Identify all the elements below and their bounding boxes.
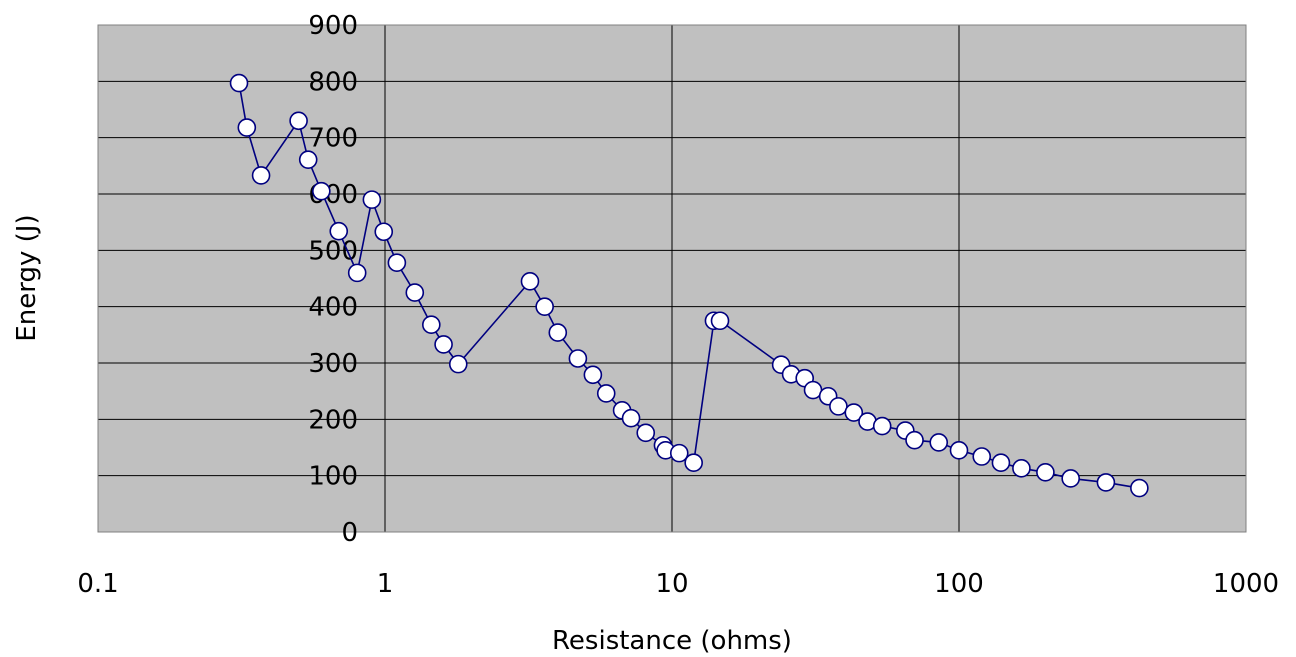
data-point bbox=[844, 403, 864, 422]
data-point bbox=[289, 111, 308, 131]
data-point bbox=[434, 335, 453, 354]
x-axis-tick-labels: 0.1 1 10 100 1000 bbox=[77, 569, 1279, 599]
data-point bbox=[949, 441, 969, 460]
data-point bbox=[229, 73, 249, 93]
data-point bbox=[1012, 459, 1031, 478]
data-point bbox=[535, 297, 554, 316]
data-point bbox=[710, 311, 730, 331]
data-point bbox=[929, 433, 949, 452]
x-tick-label: 1 bbox=[377, 569, 394, 599]
x-tick-label: 0.1 bbox=[77, 569, 118, 599]
y-tick-label: 100 bbox=[308, 462, 358, 492]
data-point bbox=[520, 272, 540, 291]
data-point bbox=[972, 447, 992, 466]
y-tick-label: 400 bbox=[308, 293, 358, 323]
y-tick-label: 0 bbox=[341, 518, 358, 548]
data-point bbox=[872, 416, 892, 436]
data-point bbox=[237, 118, 257, 137]
data-point bbox=[312, 181, 331, 201]
data-point bbox=[829, 397, 848, 416]
data-point bbox=[347, 263, 367, 283]
data-point bbox=[387, 253, 407, 273]
data-point bbox=[596, 384, 616, 403]
data-point bbox=[548, 323, 568, 342]
x-tick-label: 1000 bbox=[1213, 569, 1279, 599]
data-point bbox=[583, 365, 603, 385]
data-point bbox=[568, 349, 588, 368]
data-point bbox=[298, 150, 318, 169]
data-point bbox=[684, 453, 703, 473]
data-point bbox=[405, 283, 425, 302]
data-point bbox=[374, 222, 394, 242]
data-point bbox=[422, 315, 441, 334]
data-point bbox=[251, 166, 271, 185]
data-point bbox=[1130, 478, 1149, 498]
data-point bbox=[329, 221, 349, 241]
y-tick-label: 300 bbox=[308, 349, 358, 379]
data-point bbox=[448, 354, 468, 374]
data-point bbox=[1061, 469, 1080, 488]
x-tick-label: 100 bbox=[934, 569, 984, 599]
plot-border bbox=[97, 24, 1247, 533]
data-point bbox=[636, 423, 656, 443]
x-axis-title: Resistance (ohms) bbox=[552, 626, 792, 656]
data-point bbox=[669, 443, 689, 463]
data-points bbox=[229, 73, 1149, 498]
y-tick-label: 800 bbox=[308, 67, 358, 97]
y-tick-label: 200 bbox=[308, 405, 358, 435]
y-tick-label: 900 bbox=[308, 11, 358, 41]
data-point bbox=[1036, 462, 1055, 482]
data-point bbox=[362, 190, 382, 209]
data-point bbox=[621, 408, 641, 428]
data-point bbox=[905, 430, 924, 450]
data-point bbox=[991, 453, 1011, 473]
y-tick-label: 700 bbox=[308, 124, 358, 154]
y-axis-title: Energy (J) bbox=[12, 214, 42, 341]
y-tick-label: 500 bbox=[308, 236, 358, 266]
x-tick-label: 10 bbox=[655, 569, 688, 599]
data-point bbox=[1096, 473, 1116, 492]
